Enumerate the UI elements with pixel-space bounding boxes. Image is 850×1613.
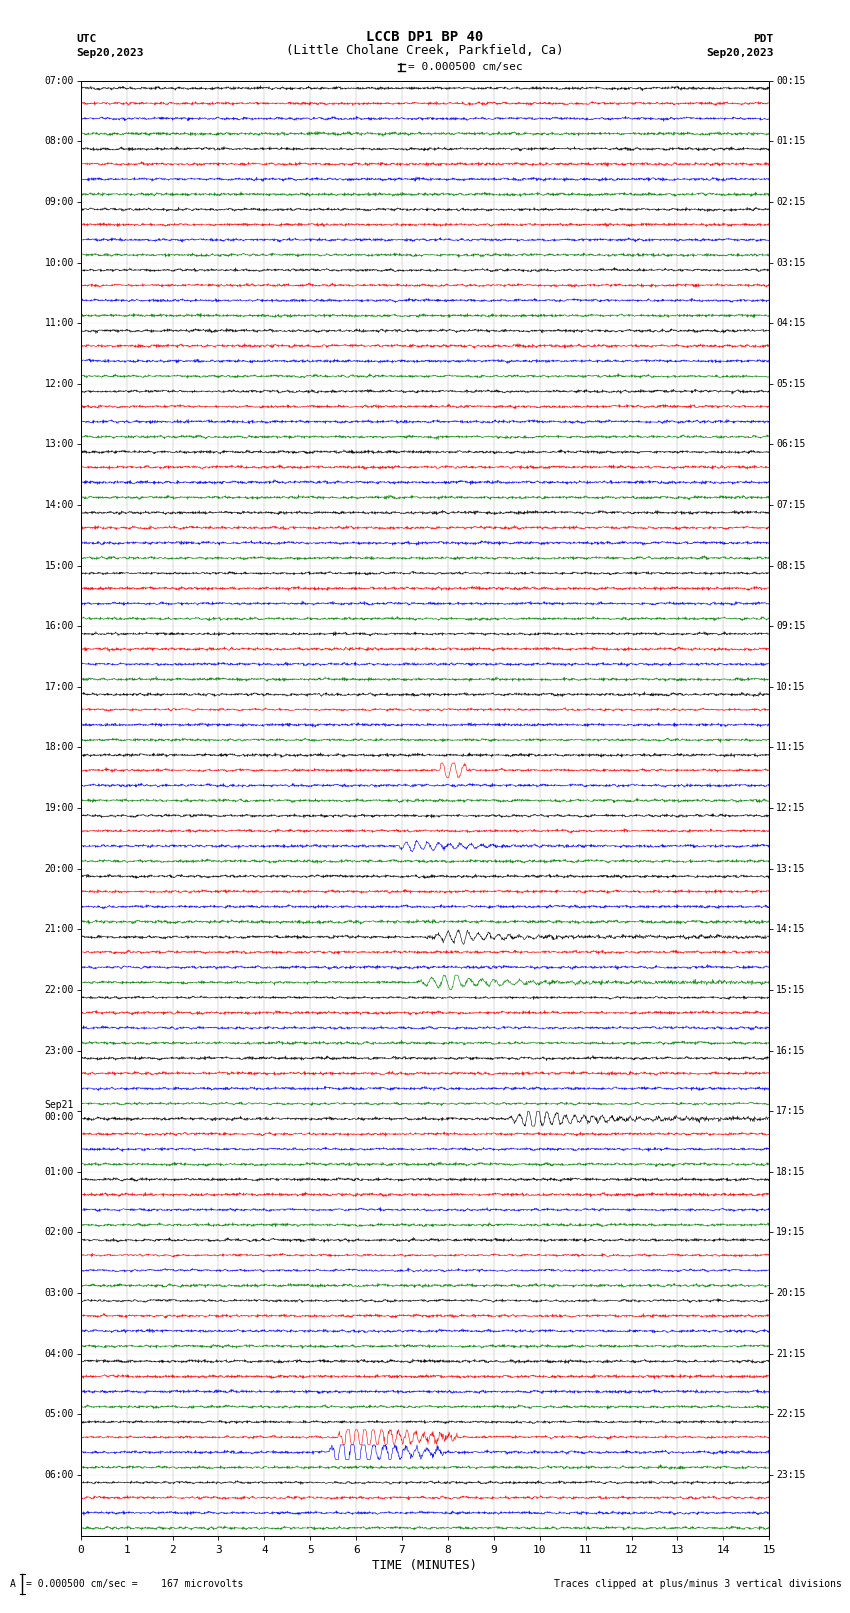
Text: PDT: PDT [753, 34, 774, 44]
Text: = 0.000500 cm/sec =    167 microvolts: = 0.000500 cm/sec = 167 microvolts [26, 1579, 244, 1589]
Text: A: A [10, 1579, 16, 1589]
X-axis label: TIME (MINUTES): TIME (MINUTES) [372, 1558, 478, 1571]
Text: Traces clipped at plus/minus 3 vertical divisions: Traces clipped at plus/minus 3 vertical … [553, 1579, 842, 1589]
Text: (Little Cholane Creek, Parkfield, Ca): (Little Cholane Creek, Parkfield, Ca) [286, 44, 564, 58]
Text: = 0.000500 cm/sec: = 0.000500 cm/sec [408, 63, 523, 73]
Text: Sep20,2023: Sep20,2023 [706, 48, 774, 58]
Text: UTC: UTC [76, 34, 97, 44]
Text: LCCB DP1 BP 40: LCCB DP1 BP 40 [366, 31, 484, 44]
Text: Sep20,2023: Sep20,2023 [76, 48, 144, 58]
